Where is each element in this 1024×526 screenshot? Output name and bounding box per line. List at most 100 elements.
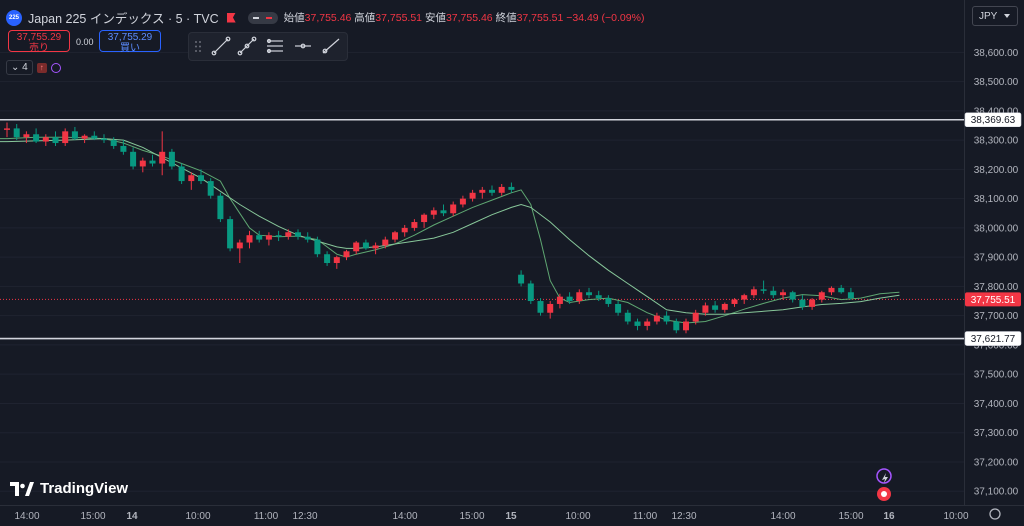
info-line-icon[interactable] xyxy=(237,36,257,56)
horizontal-line-icon[interactable] xyxy=(295,43,311,49)
candle xyxy=(52,131,59,146)
candle xyxy=(304,232,311,243)
indicator-toggle[interactable]: ⌄ 4 xyxy=(6,60,33,75)
candle xyxy=(275,230,282,242)
candle xyxy=(799,295,806,310)
y-tick-label: 38,600.00 xyxy=(974,48,1019,59)
high-label: 高値 xyxy=(354,12,376,24)
horizontal-ray-icon[interactable] xyxy=(266,38,283,54)
price-pills: 38,369.63 37,621.77 37,755.51 xyxy=(964,112,1022,346)
candle xyxy=(207,178,214,199)
tradingview-logo[interactable]: TradingView xyxy=(10,480,128,497)
candle-body xyxy=(159,151,166,164)
candle xyxy=(372,242,379,255)
candle xyxy=(285,229,292,240)
candle-body xyxy=(828,287,835,293)
candle xyxy=(382,236,389,249)
candle xyxy=(479,186,486,199)
candle-body xyxy=(333,257,340,263)
candles xyxy=(4,122,854,334)
candle xyxy=(702,302,709,316)
candle-body xyxy=(411,222,418,228)
x-tick-label: 16 xyxy=(883,511,895,522)
sync-icon[interactable] xyxy=(50,62,61,73)
y-tick-label: 37,200.00 xyxy=(974,457,1019,468)
bottom-icons[interactable] xyxy=(876,468,1001,520)
candle-body xyxy=(566,296,573,302)
candle-body xyxy=(4,128,10,130)
candle-body xyxy=(799,299,806,307)
candle xyxy=(149,154,156,167)
low-value: 37,755.46 xyxy=(445,12,493,24)
candle-body xyxy=(52,137,59,144)
x-tick-label: 15:00 xyxy=(459,511,484,522)
candle-body xyxy=(818,292,825,300)
candle xyxy=(663,311,670,325)
symbol-title[interactable]: Japan 225 インデックス · 5 · TVC xyxy=(28,12,219,26)
currency-selector[interactable]: JPY xyxy=(972,6,1018,26)
drag-handle-icon[interactable] xyxy=(195,41,201,52)
buy-button[interactable]: 37,755.29 買い xyxy=(99,30,161,54)
replay-icon[interactable] xyxy=(876,468,892,484)
candle xyxy=(198,169,204,184)
candle-body xyxy=(236,242,243,249)
x-tick-label: 10:00 xyxy=(185,511,210,522)
symbol-logo[interactable]: 225 xyxy=(6,9,22,26)
level-price-pill[interactable]: 38,369.63 xyxy=(964,112,1022,128)
candle-body xyxy=(440,210,447,214)
candle xyxy=(653,312,660,325)
flag-icon[interactable] xyxy=(226,12,236,23)
candle xyxy=(324,251,331,266)
candle xyxy=(469,189,476,202)
collapse-toggle[interactable] xyxy=(247,11,278,24)
time-axis[interactable]: 14:00 15:00 14 10:00 11:00 12:30 14:00 15:00 15 1… xyxy=(14,511,968,522)
level-price-pill-text: 37,621.77 xyxy=(971,334,1016,345)
candle xyxy=(13,124,20,141)
last-price-pill[interactable]: 37,755.51 xyxy=(965,292,1021,307)
candle-body xyxy=(624,312,631,322)
price-axis[interactable]: 38,600.00 38,500.00 38,400.00 38,300.00 38,2… xyxy=(0,0,1024,506)
close-label: 終値 xyxy=(495,12,517,24)
candle-body xyxy=(304,236,311,240)
candle xyxy=(256,230,263,243)
ray-icon[interactable] xyxy=(322,38,340,54)
high-value: 37,755.51 xyxy=(375,12,423,24)
level-price-pill-bg xyxy=(964,112,1022,128)
trend-line-icon[interactable] xyxy=(211,36,231,56)
y-tick-label: 37,800.00 xyxy=(974,282,1019,293)
candle xyxy=(62,128,69,146)
candle xyxy=(847,287,854,300)
candle xyxy=(828,286,835,296)
y-tick-label: 37,300.00 xyxy=(974,428,1019,439)
settings-icon[interactable] xyxy=(989,508,1001,520)
level-price-pill-text: 38,369.63 xyxy=(971,115,1016,126)
x-tick-label: 12:30 xyxy=(292,511,317,522)
x-tick-label: 15:00 xyxy=(80,511,105,522)
candle-body xyxy=(469,192,476,199)
candle-body xyxy=(91,135,98,139)
candle-body xyxy=(556,296,563,304)
candle xyxy=(236,239,243,263)
candle-body xyxy=(750,289,757,296)
level-price-pill[interactable]: 37,621.77 xyxy=(964,331,1022,346)
symbol-header: 225 Japan 225 インデックス · 5 · TVC 始値37,755.… xyxy=(6,8,644,27)
candle-body xyxy=(518,274,525,284)
candle-body xyxy=(362,242,369,249)
sell-button[interactable]: 37,755.29 売り xyxy=(8,30,70,54)
candle xyxy=(362,239,369,250)
candle-body xyxy=(576,292,583,302)
candle xyxy=(818,290,825,303)
indicator-row: ⌄ 4 ↑ xyxy=(6,60,61,75)
arrow-up-icon[interactable]: ↑ xyxy=(36,62,47,73)
candle-body xyxy=(198,175,204,182)
candle-body xyxy=(450,204,457,214)
candle-body xyxy=(498,186,505,193)
candle xyxy=(430,207,437,220)
candle-body xyxy=(246,235,253,243)
candle xyxy=(265,232,272,246)
y-tick-label: 37,700.00 xyxy=(974,311,1019,322)
candle xyxy=(838,284,845,294)
candle xyxy=(741,293,748,304)
candle xyxy=(595,290,602,302)
